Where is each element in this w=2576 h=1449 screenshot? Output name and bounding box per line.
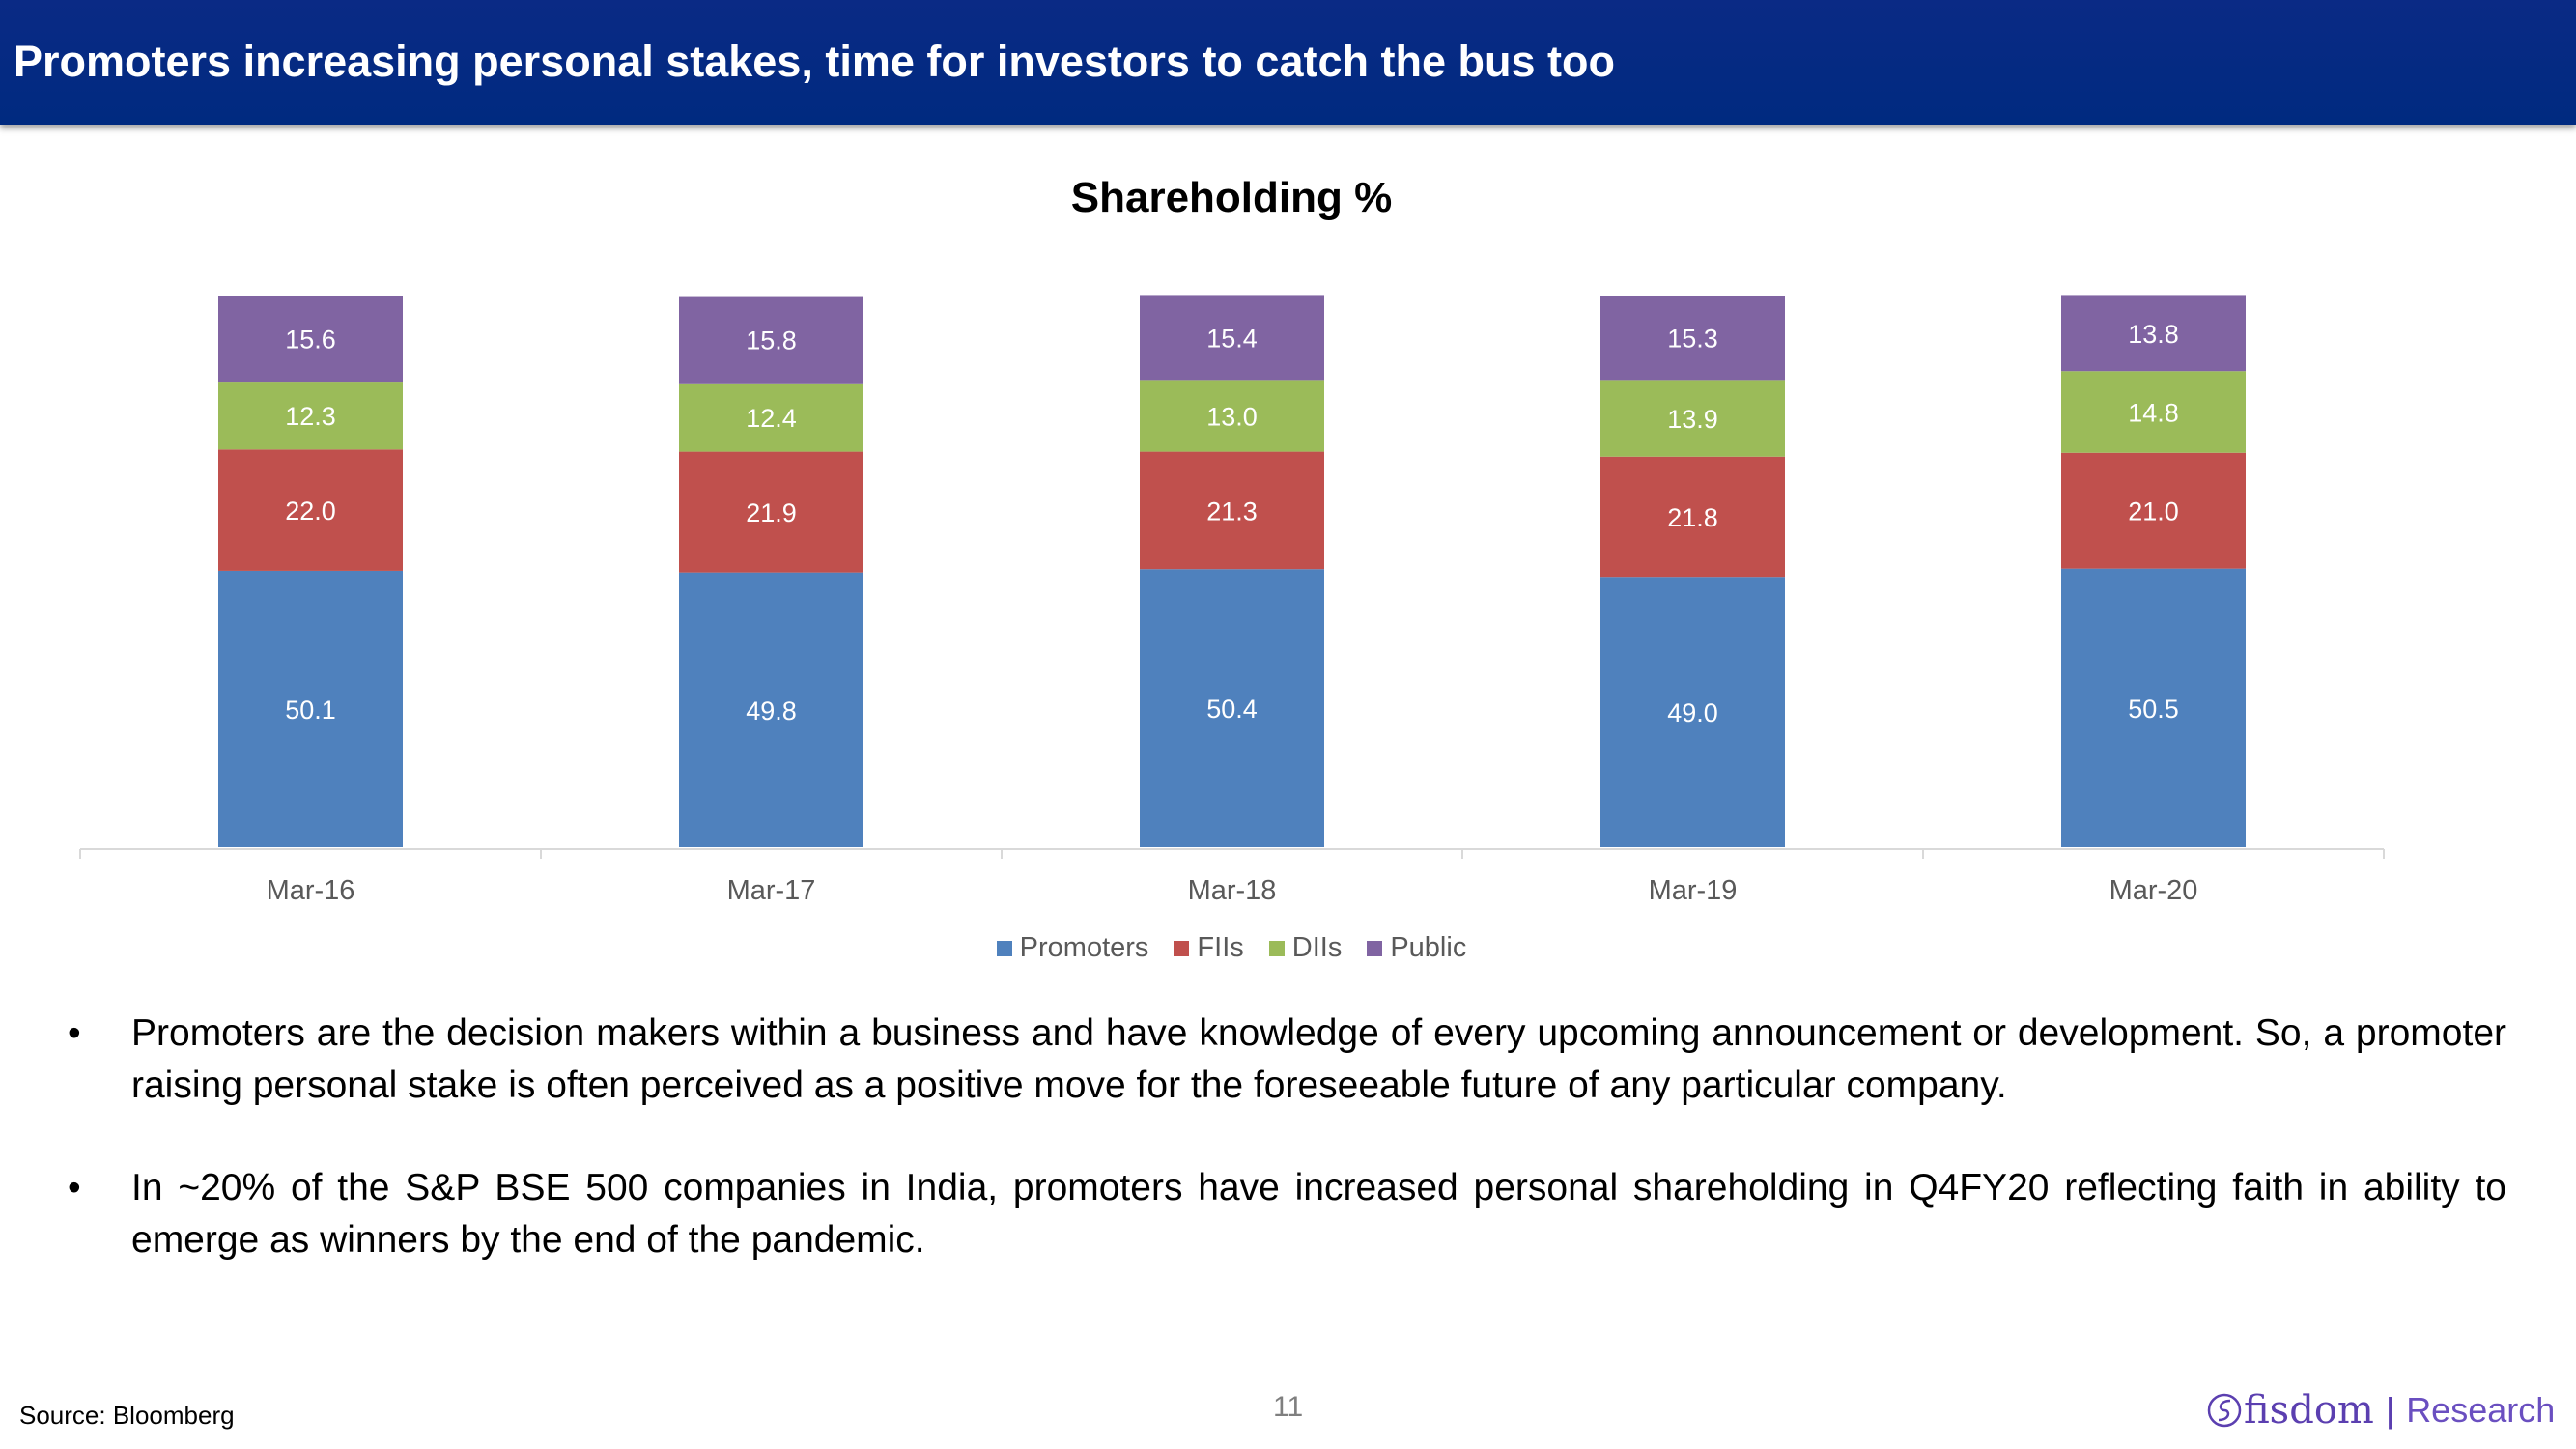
data-label: 13.9	[1667, 405, 1718, 434]
legend-swatch	[1174, 940, 1190, 956]
bullet-list: • Promoters are the decision makers withi…	[68, 1008, 2506, 1317]
legend-swatch	[1268, 940, 1285, 956]
data-label: 49.8	[746, 696, 797, 725]
x-tick-label: Mar-20	[2109, 875, 2198, 906]
legend-item: Promoters	[996, 932, 1149, 964]
bar-segment-public	[218, 296, 403, 383]
legend-label: FIIs	[1197, 932, 1244, 963]
data-label: 13.0	[1206, 402, 1258, 431]
page-number: 11	[1273, 1391, 1304, 1423]
bar-segment-promoters	[679, 572, 863, 847]
legend-item: Public	[1367, 932, 1466, 964]
legend-swatch	[996, 940, 1012, 956]
bar-segment-diis	[218, 382, 403, 450]
x-tick-label: Mar-17	[727, 875, 816, 906]
header-bar: Promoters increasing personal stakes, ti…	[0, 0, 2576, 125]
data-label: 49.0	[1667, 698, 1718, 727]
x-tick-label: Mar-16	[267, 875, 355, 906]
data-label: 21.3	[1206, 497, 1258, 526]
fisdom-logo: fisdom | Research	[2205, 1388, 2555, 1433]
bar-segment-promoters	[2061, 568, 2246, 847]
data-label: 50.5	[2128, 695, 2179, 724]
fisdom-logo-icon	[2207, 1393, 2242, 1428]
bar-segment-fiis	[218, 449, 403, 571]
bar-segment-diis	[1140, 380, 1324, 452]
bar-segment-diis	[679, 383, 863, 452]
data-label: 21.9	[746, 498, 797, 527]
bar-segment-public	[1600, 296, 1785, 381]
bar-segment-diis	[1600, 380, 1785, 457]
bullet-icon: •	[68, 1167, 81, 1208]
bar-segment-fiis	[2061, 452, 2246, 569]
bullet-icon: •	[68, 1012, 81, 1054]
data-label: 50.1	[285, 696, 336, 724]
bar-segment-fiis	[1600, 456, 1785, 578]
bar-segment-promoters	[1600, 577, 1785, 847]
bar-segment-diis	[2061, 371, 2246, 453]
data-label: 15.3	[1667, 325, 1718, 354]
legend-label: Public	[1390, 932, 1467, 963]
stacked-bar-chart: 50.1 22.0 12.3 15.6 Mar-16 49.8 21.9 12.4 15.8 Ma…	[79, 295, 2385, 906]
bar-segment-fiis	[679, 451, 863, 573]
data-label: 21.8	[1667, 503, 1718, 532]
data-label: 50.4	[1206, 695, 1258, 724]
legend-label: Promoters	[1019, 932, 1149, 963]
data-label: 21.0	[2128, 497, 2179, 526]
data-label: 15.8	[746, 327, 797, 355]
logo-research: Research	[2406, 1390, 2556, 1430]
bar-segment-promoters	[218, 570, 403, 847]
data-label: 14.8	[2128, 398, 2179, 427]
data-label: 12.3	[285, 402, 336, 431]
bullet-item: • In ~20% of the S&P BSE 500 companies in…	[68, 1162, 2506, 1266]
slide-title: Promoters increasing personal stakes, ti…	[14, 37, 1615, 86]
bar-segment-public	[679, 296, 863, 384]
chart-title: Shareholding %	[1070, 174, 1393, 221]
data-label: 15.4	[1206, 324, 1258, 353]
legend-swatch	[1367, 940, 1383, 956]
logo-text: fisdom	[2244, 1388, 2374, 1433]
bar-segment-fiis	[1140, 451, 1324, 570]
x-tick-label: Mar-19	[1649, 875, 1738, 906]
legend-item: DIIs	[1268, 932, 1343, 964]
bar-segment-promoters	[1140, 569, 1324, 847]
legend-label: DIIs	[1291, 932, 1343, 963]
data-label: 15.6	[285, 326, 336, 355]
bar-segment-public	[2061, 295, 2246, 372]
data-label: 12.4	[746, 404, 797, 433]
bullet-item: • Promoters are the decision makers withi…	[68, 1008, 2506, 1112]
legend-item: FIIs	[1174, 932, 1244, 964]
data-label: 22.0	[285, 497, 336, 526]
chart-legend: Promoters FIIs DIIs Public	[0, 932, 2463, 964]
source-note: Source: Bloomberg	[19, 1401, 235, 1430]
data-label: 13.8	[2128, 320, 2179, 349]
bar-segment-public	[1140, 295, 1324, 381]
x-tick-label: Mar-18	[1188, 875, 1277, 906]
